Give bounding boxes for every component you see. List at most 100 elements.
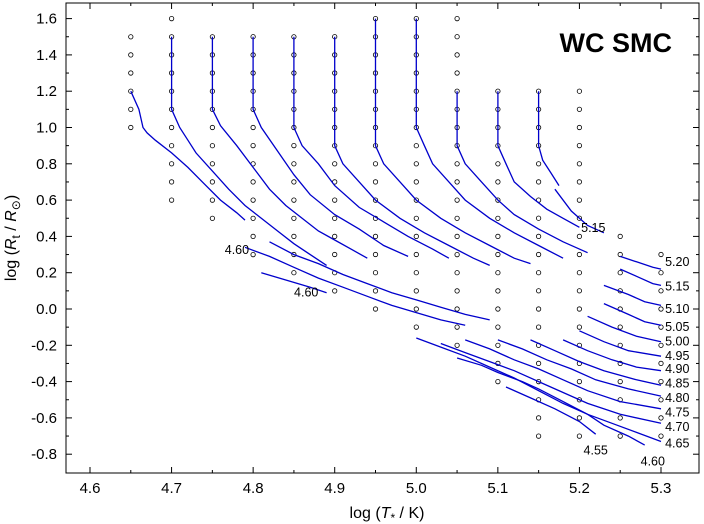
- grid-point: [576, 251, 583, 258]
- grid-point: [658, 306, 664, 312]
- grid-point: [658, 251, 664, 258]
- grid-point: [372, 288, 379, 294]
- y-tick-label: -0.4: [31, 374, 57, 391]
- contour-label: 4.60: [294, 286, 318, 300]
- grid-point: [495, 288, 501, 294]
- grid-point: [250, 143, 256, 149]
- grid-point: [495, 197, 501, 203]
- grid-point: [658, 378, 664, 385]
- grid-point: [495, 179, 501, 185]
- series-line-5.15: [554, 188, 605, 234]
- grid-point: [535, 306, 542, 312]
- grid-point: [413, 233, 419, 239]
- y-tick-label: 0.8: [36, 156, 57, 173]
- grid-point: [576, 106, 583, 112]
- y-tick-label: 1.2: [36, 83, 57, 100]
- series-line-4.75: [252, 36, 409, 257]
- grid-point: [413, 161, 419, 167]
- grid-point: [291, 215, 297, 221]
- grid-point: [250, 197, 256, 203]
- grid-point: [169, 124, 175, 131]
- y-axis-label: log (Rt / R⊙): [3, 195, 23, 281]
- y-tick-label: 0.6: [36, 192, 57, 209]
- grid-point: [413, 215, 419, 221]
- grid-point: [209, 161, 215, 167]
- grid-point: [535, 288, 542, 294]
- grid-point: [535, 233, 542, 239]
- grid-point: [128, 34, 134, 40]
- grid-point: [169, 179, 175, 185]
- grid-point: [413, 197, 419, 203]
- grid-point: [576, 215, 583, 221]
- grid-point: [209, 143, 215, 149]
- contour-label: 4.80: [665, 391, 689, 405]
- series-line-4.60: [130, 90, 246, 221]
- grid-point: [495, 251, 501, 258]
- grid-point: [291, 270, 297, 276]
- series-line-4.90: [562, 339, 662, 372]
- contour-label: 4.60: [641, 455, 665, 469]
- grid-point: [128, 52, 134, 58]
- grid-point: [454, 233, 460, 239]
- x-tick-label: 5.2: [569, 480, 590, 497]
- grid-point: [372, 197, 379, 203]
- series-line-4.80: [293, 36, 450, 259]
- x-tick-label: 4.6: [80, 480, 101, 497]
- grid-point: [535, 378, 542, 385]
- y-label-part: ): [3, 195, 20, 200]
- contour-label: 5.20: [665, 255, 689, 269]
- grid-point: [209, 215, 215, 221]
- x-label-part: log (: [350, 505, 382, 522]
- grid-point: [576, 306, 583, 312]
- x-label-subscript: *: [390, 511, 395, 524]
- grid-point: [332, 251, 338, 258]
- grid-point: [535, 324, 542, 330]
- grid-point: [454, 252, 460, 258]
- series-line-4.65: [416, 337, 662, 443]
- grid-point: [128, 88, 134, 94]
- chart-title: WC SMC: [560, 28, 672, 58]
- x-tick-label: 4.7: [161, 480, 182, 497]
- grid-point: [535, 161, 542, 167]
- grid-point: [658, 360, 664, 366]
- series-line-5.05: [497, 91, 580, 228]
- series-line-4.85: [334, 36, 490, 266]
- y-tick-label: 1.0: [36, 120, 57, 137]
- contour-label: 4.75: [665, 406, 689, 420]
- grid-point: [413, 270, 419, 276]
- grid-point: [454, 342, 460, 348]
- x-label-part: / K): [395, 505, 424, 522]
- grid-point: [576, 378, 583, 385]
- grid-point: [250, 252, 256, 258]
- grid-point: [372, 251, 379, 258]
- grid-point: [372, 270, 379, 276]
- grid-point: [576, 161, 583, 167]
- series-line-5.05: [603, 303, 662, 326]
- series-line-5.10: [537, 91, 560, 186]
- grid-point: [209, 179, 215, 185]
- grid-point: [250, 124, 256, 131]
- grid-point: [535, 270, 542, 276]
- series-line-4.95: [415, 18, 564, 259]
- grid-point: [576, 288, 583, 294]
- contour-label: 4.95: [665, 349, 689, 363]
- grid-point: [617, 415, 623, 421]
- grid-point: [169, 197, 175, 203]
- y-label-part: /: [3, 222, 20, 235]
- contour-label: 4.65: [665, 436, 689, 450]
- contour-label: 5.00: [665, 335, 689, 349]
- grid-point: [332, 233, 338, 239]
- grid-point: [617, 233, 623, 239]
- x-tick-label: 5.1: [487, 480, 508, 497]
- grid-point: [250, 179, 256, 185]
- grid-point: [169, 15, 175, 22]
- series-line-5.15: [619, 268, 662, 287]
- series-line-4.60: [456, 357, 646, 446]
- y-label-subscript: t: [9, 234, 23, 238]
- grid-point: [332, 215, 338, 221]
- grid-point: [495, 270, 501, 276]
- grid-point: [617, 378, 623, 385]
- grid-point: [535, 433, 542, 439]
- y-label-part: log (: [3, 249, 20, 281]
- grid-point: [454, 52, 460, 58]
